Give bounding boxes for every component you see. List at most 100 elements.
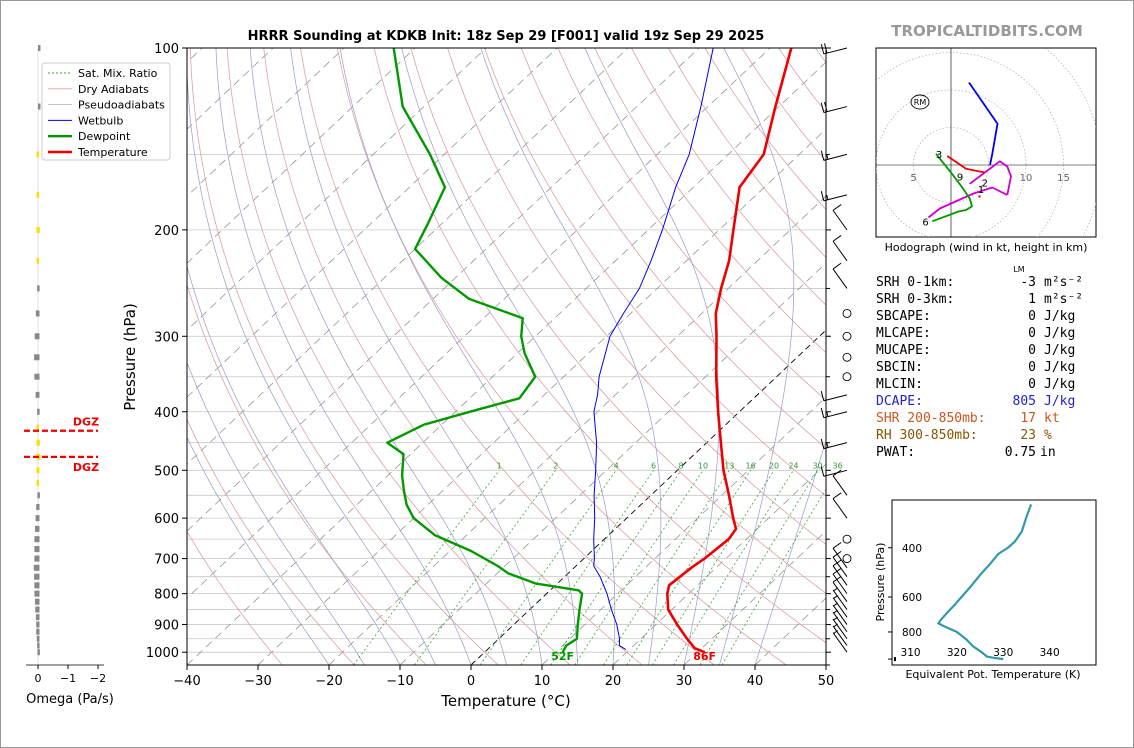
hodograph-ring-label: 5: [910, 173, 916, 184]
barb-staff: [823, 469, 848, 477]
barb-flag: [820, 466, 825, 477]
omega-bar: [34, 536, 40, 543]
dry-adiabat-line: [447, 48, 826, 545]
lm-label: LM: [1013, 265, 1024, 274]
omega-bar: [37, 642, 40, 649]
theta-e-x-tick-label: 340: [1040, 647, 1060, 659]
barb-staff: [832, 573, 848, 594]
omega-bar: [36, 635, 40, 642]
y-tick-label: 300: [154, 330, 179, 345]
index-value: 805: [1013, 394, 1036, 409]
omega-bar: [34, 582, 40, 589]
index-label: MLCAPE:: [876, 326, 931, 341]
x-tick-label: 20: [605, 674, 622, 689]
y-tick-label: 100: [154, 42, 179, 57]
index-value: 1: [1028, 292, 1036, 307]
pseudoadiabat-line: [187, 361, 365, 665]
barb-staff: [832, 611, 848, 633]
x-tick-label: 50: [818, 674, 835, 689]
index-label: MLCIN:: [876, 377, 923, 392]
x-tick-label: −10: [386, 674, 413, 689]
theta-e-y-tick-label: 400: [902, 543, 922, 555]
mixing-ratio-line: [414, 470, 556, 665]
dry-adiabat-line: [520, 48, 826, 449]
watermark: TROPICALTIDBITS.COM: [891, 22, 1083, 40]
barb-staff: [832, 268, 848, 289]
theta-e-frame: [891, 499, 1097, 666]
dry-adiabat-line: [263, 48, 643, 665]
rm-label: RM: [914, 98, 927, 107]
index-label: SHR 200-850mb:: [876, 411, 986, 426]
mixing-ratio-line: [574, 470, 704, 665]
pseudoadiabat-line: [249, 48, 507, 665]
index-unit: kt: [1044, 411, 1060, 426]
isotherm-line: [541, 396, 826, 665]
theta-e-x-tick-label: 310: [901, 647, 921, 659]
omega-bar: [36, 257, 39, 264]
index-value: 0: [1028, 309, 1036, 324]
isotherm-line: [187, 48, 558, 398]
mixing-ratio-label: 20: [769, 461, 779, 470]
index-label: MUCAPE:: [876, 343, 931, 358]
index-value: 0: [1028, 343, 1036, 358]
mixing-ratio-label: 4: [614, 461, 619, 470]
pseudoadiabat-line: [339, 48, 578, 665]
profile-wetbulb: [593, 48, 714, 651]
barb-staff: [823, 394, 848, 402]
omega-tick-label: 0: [35, 672, 42, 685]
mixing-ratio-label: 10: [698, 461, 708, 470]
isotherm-line: [187, 48, 629, 465]
hodograph-height-label: 1: [978, 185, 984, 196]
barb-half-flag: [826, 194, 829, 200]
legend-box: [41, 62, 171, 161]
calm-wind-circle: [842, 534, 852, 544]
y-tick-label: 500: [154, 464, 179, 479]
theta-e-y-label: Pressure (hPa): [874, 543, 887, 622]
hodograph-segment: [946, 155, 985, 174]
omega-bar: [35, 614, 40, 621]
dry-adiabat-line: [815, 48, 826, 64]
barb-flag: [820, 190, 825, 201]
hodograph-frame: [875, 47, 1097, 238]
hodograph-ring-label: 10: [1020, 173, 1033, 184]
calm-wind-circle: [842, 352, 852, 362]
index-unit: J/kg: [1044, 326, 1075, 341]
omega-bar: [37, 285, 40, 292]
omega-bar: [35, 606, 40, 613]
mixing-ratio-line: [550, 470, 682, 665]
omega-bar: [35, 310, 40, 317]
dry-adiabat-line: [189, 48, 499, 665]
dry-adiabat-line: [187, 283, 427, 665]
legend-label: Dry Adiabats: [78, 83, 149, 96]
omega-bar: [36, 467, 40, 474]
omega-bar: [34, 373, 40, 380]
x-tick-label: 0: [467, 674, 475, 689]
barb-staff: [823, 47, 848, 55]
isotherm-line: [257, 128, 826, 665]
omega-tick-label: −1: [60, 672, 76, 685]
omega-bar: [35, 515, 40, 522]
barb-flag: [824, 43, 828, 54]
barb-flag: [832, 492, 842, 500]
index-value: 23: [1020, 428, 1036, 443]
pseudoadiabat-line: [187, 62, 436, 665]
index-unit: m²s⁻²: [1044, 292, 1083, 307]
dry-adiabat-line: [373, 48, 826, 644]
isotherm-line: [328, 195, 826, 665]
theta-e-x-tick-label: 330: [993, 647, 1013, 659]
mixing-ratio-line: [603, 470, 730, 665]
mixing-ratio-label: 30: [812, 461, 822, 470]
omega-bar: [36, 424, 39, 431]
barb-staff: [823, 106, 848, 113]
mixing-ratio-label: 2: [553, 461, 558, 470]
mixing-ratio-line: [626, 470, 752, 665]
omega-bar: [35, 391, 40, 398]
theta-e-profile: [936, 504, 1033, 661]
hodograph-labels: 5 10 15 12 3 6 9 RM LM: [910, 94, 1070, 274]
theta-e-x-label: Equivalent Pot. Temperature (K): [905, 668, 1080, 681]
isotherm-line: [683, 530, 826, 665]
hodograph-segment: [969, 160, 1012, 196]
hodograph-height-label: 9: [957, 172, 963, 183]
barb-staff: [832, 556, 848, 578]
index-value: 17: [1020, 411, 1036, 426]
